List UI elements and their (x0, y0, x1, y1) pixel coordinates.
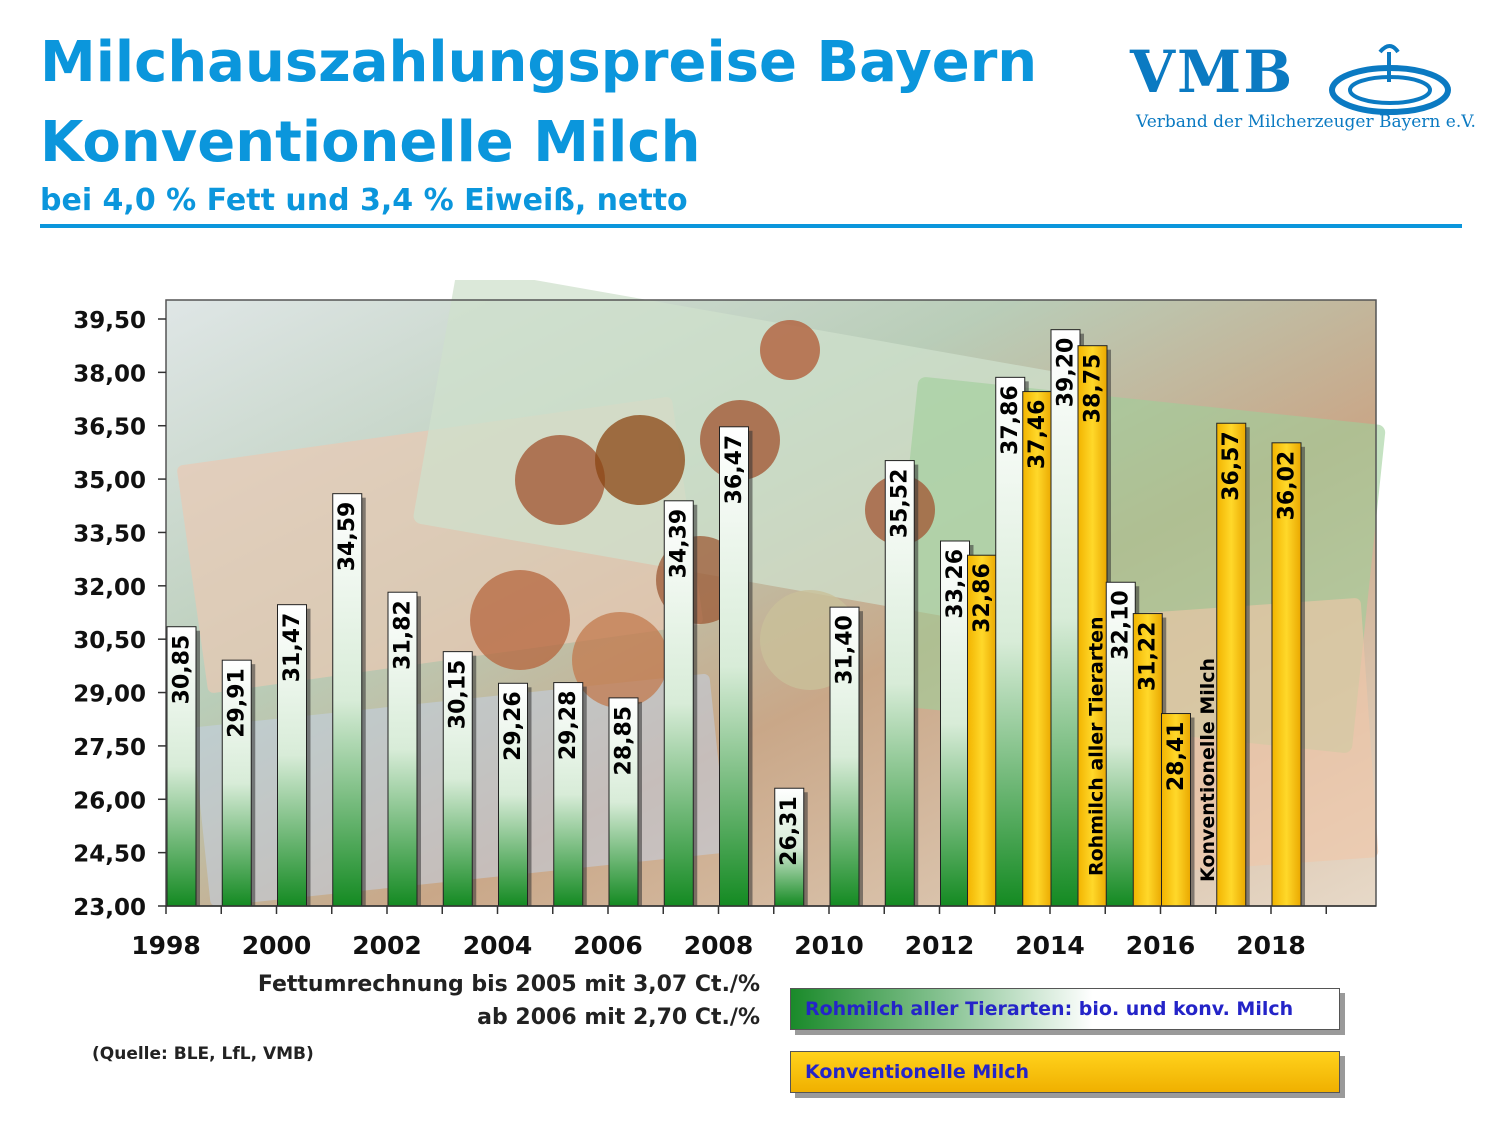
x-tick-label: 2010 (794, 931, 864, 960)
bar-rohmilch (1105, 581, 1136, 907)
y-tick-label: 33,50 (73, 521, 146, 547)
bar-rohmilch (774, 787, 805, 907)
bar-value-label: 29,28 (556, 691, 581, 761)
bar-value-label: 31,22 (1136, 622, 1161, 692)
fat-conversion-note-2: ab 2006 mit 2,70 Ct./% (477, 1005, 760, 1030)
bar-value-label: 35,52 (888, 469, 913, 539)
x-tick-label: 2016 (1126, 931, 1196, 960)
logo-text: VMB (1130, 38, 1295, 106)
fat-conversion-note: Fettumrechnung bis 2005 mit 3,07 Ct./% (257, 972, 760, 997)
bar-rohmilch (221, 659, 252, 907)
x-axis: 1998 2000 2002 2004 2006 2008 2010 2012 2014 2016… (131, 905, 1376, 960)
bars: 30,85 29,91 31,47 34,59 31,82 30,15 29,26 29,28… (166, 329, 1305, 907)
x-tick-label: 2000 (242, 931, 312, 960)
x-tick-label: 2012 (905, 931, 975, 960)
bar-rohmilch (498, 682, 528, 907)
y-tick-label: 32,00 (73, 575, 146, 601)
bar-rohmilch (995, 376, 1026, 907)
bar-konventionell (1132, 613, 1163, 907)
bar-value-label: 29,26 (501, 691, 526, 761)
bar-value-label: 34,59 (335, 502, 360, 572)
x-tick-label: 2002 (352, 931, 422, 960)
bar-rohmilch (277, 604, 307, 907)
bar-value-label: 33,26 (943, 549, 968, 619)
annotation-konventionell: Konventionelle Milch (1197, 658, 1219, 882)
bar-rohmilch (608, 697, 639, 907)
bar-value-label: 28,41 (1164, 722, 1189, 792)
bar-value-label: 31,40 (833, 615, 858, 685)
y-tick-label: 24,50 (73, 842, 146, 868)
legend-item-rohmilch: Rohmilch aller Tierarten: bio. und konv.… (790, 988, 1340, 1030)
bar-konventionell (1271, 442, 1302, 907)
bar-value-label: 38,75 (1081, 354, 1106, 424)
x-tick-label: 1998 (131, 931, 201, 960)
x-tick-label: 2008 (684, 931, 754, 960)
y-tick-label: 35,00 (73, 468, 146, 494)
bar-rohmilch (719, 426, 749, 907)
bar-value-label: 26,31 (777, 796, 802, 866)
bar-konventionell (1161, 713, 1191, 907)
bar-value-label: 32,86 (970, 563, 995, 633)
x-tick-label: 2018 (1236, 931, 1306, 960)
price-chart: 23,00 24,50 26,00 27,50 29,00 30,50 32,00 33,50… (73, 280, 1386, 960)
bar-value-label: 29,91 (225, 668, 250, 738)
bar-rohmilch (884, 460, 915, 907)
bar-value-label: 36,02 (1275, 451, 1300, 521)
bar-rohmilch (829, 606, 860, 907)
logo-tagline: Verband der Milcherzeuger Bayern e.V. (1136, 112, 1476, 132)
y-tick-label: 39,50 (73, 308, 146, 334)
bar-konventionell (1022, 391, 1053, 907)
bar-value-label: 30,15 (446, 660, 471, 730)
bar-value-label: 37,46 (1025, 400, 1050, 470)
bar-rohmilch (1050, 329, 1081, 907)
legend-item-konventionell: Konventionelle Milch (790, 1051, 1340, 1093)
page-title: Milchauszahlungspreise Bayern (40, 30, 1038, 95)
source-note: (Quelle: BLE, LfL, VMB) (92, 1044, 314, 1064)
logo-swirl-icon (1329, 44, 1451, 115)
y-tick-label: 23,00 (73, 895, 146, 921)
y-tick-label: 29,00 (73, 682, 146, 708)
page-title-line2: Konventionelle Milch (40, 110, 701, 175)
bar-value-label: 34,39 (667, 509, 692, 579)
bar-value-label: 31,82 (391, 600, 416, 670)
y-tick-label: 27,50 (73, 735, 146, 761)
bar-value-label: 28,85 (612, 706, 637, 776)
y-tick-label: 38,00 (73, 361, 146, 387)
y-tick-label: 36,50 (73, 415, 146, 441)
x-tick-label: 2014 (1015, 931, 1085, 960)
bar-value-label: 32,10 (1109, 590, 1134, 660)
annotation-rohmilch: Rohmilch aller Tierarten (1085, 616, 1107, 876)
bar-rohmilch (553, 682, 584, 907)
bar-value-label: 31,47 (280, 613, 305, 683)
vmb-logo: VMB Verband der Milcherzeuger Bayern e.V… (1130, 38, 1476, 148)
bar-value-label: 30,85 (170, 635, 195, 705)
y-tick-label: 30,50 (73, 628, 146, 654)
x-tick-label: 2006 (573, 931, 643, 960)
bar-konventionell (1216, 422, 1247, 907)
x-tick-label: 2004 (463, 931, 533, 960)
page-subtitle: bei 4,0 % Fett und 3,4 % Eiweiß, netto (40, 183, 688, 218)
y-tick-label: 26,00 (73, 788, 146, 814)
bar-value-label: 36,57 (1219, 431, 1244, 501)
bar-value-label: 39,20 (1054, 338, 1079, 408)
y-axis: 23,00 24,50 26,00 27,50 29,00 30,50 32,00 33,50… (73, 308, 166, 921)
title-divider (40, 224, 1462, 228)
bar-rohmilch (332, 493, 363, 907)
bar-value-label: 37,86 (998, 385, 1023, 455)
bar-value-label: 36,47 (722, 435, 747, 505)
